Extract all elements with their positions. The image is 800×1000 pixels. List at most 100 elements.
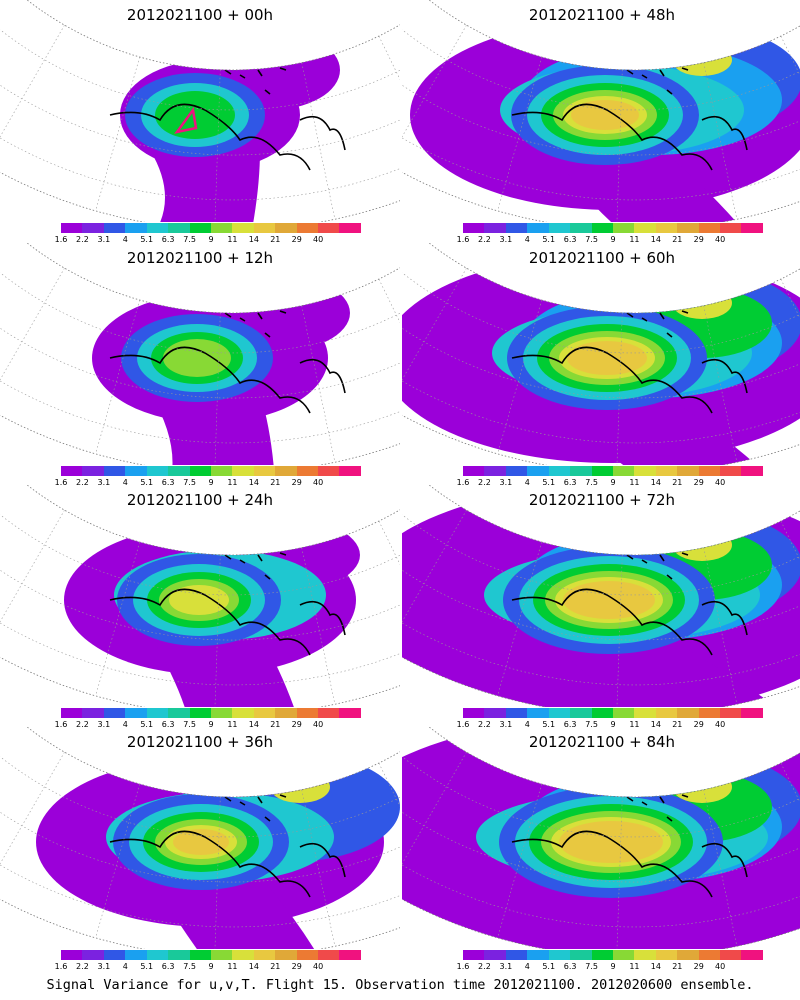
colorbar-swatch: [677, 466, 699, 476]
colorbar-swatch: [463, 223, 485, 233]
colorbar-swatch: [463, 950, 485, 960]
colorbar-swatch: [741, 223, 763, 233]
colorbar-swatch: [484, 708, 506, 718]
colorbar-tick-label: 40: [313, 478, 324, 487]
colorbar-swatch: [61, 223, 83, 233]
colorbar-tick-label: 4: [524, 235, 530, 244]
colorbar-tick-label: 1.6: [54, 962, 68, 971]
colorbar-swatch: [146, 223, 169, 233]
colorbar-swatch: [698, 223, 721, 233]
colorbar-swatch: [339, 950, 361, 960]
colorbar-swatch: [570, 950, 592, 960]
colorbar-tick-label: 2.2: [478, 720, 491, 729]
colorbar-swatch: [146, 466, 169, 476]
colorbar-tick-label: 5.1: [542, 478, 556, 487]
colorbar: [61, 950, 361, 960]
colorbar-swatch: [548, 466, 571, 476]
panel-title: 2012021100 + 48h: [528, 6, 676, 24]
colorbar-tick-label: 14: [248, 962, 259, 971]
colorbar-swatch: [146, 950, 169, 960]
colorbar-swatch: [570, 223, 592, 233]
colorbar-swatch: [505, 708, 528, 718]
map-panel: 2012021100 + 72h 1.6 2.2 3.1 4 5.1 6.3 7.5 9 11 14…: [402, 485, 800, 730]
colorbar-tick-label: 3.1: [97, 235, 111, 244]
colorbar-tick-label: 4: [122, 478, 128, 487]
colorbar-tick-label: 4: [122, 962, 128, 971]
colorbar-swatch: [339, 466, 361, 476]
colorbar-swatch: [253, 223, 276, 233]
colorbar-swatch: [720, 223, 742, 233]
colorbar-tick-label: 21: [672, 962, 683, 971]
map-panel: 2012021100 + 60h 1.6 2.2 3.1 4 5.1 6.3 7.5 9 11 14…: [402, 243, 800, 488]
colorbar-swatch: [570, 708, 592, 718]
colorbar-swatch: [339, 223, 361, 233]
colorbar-tick-label: 2.2: [478, 235, 491, 244]
colorbar-swatch: [505, 466, 528, 476]
colorbar-swatch: [103, 223, 126, 233]
colorbar-tick-label: 14: [650, 720, 661, 729]
colorbar-swatch: [210, 466, 233, 476]
variance-map: [0, 0, 400, 222]
colorbar-swatch: [82, 950, 104, 960]
colorbar-tick-label: 21: [672, 478, 683, 487]
colorbar-swatch: [189, 708, 211, 718]
colorbar-tick-label: 40: [715, 235, 726, 244]
colorbar-tick-label: 6.3: [563, 478, 577, 487]
colorbar-tick-label: 6.3: [161, 235, 175, 244]
variance-map: [0, 485, 400, 707]
colorbar-tick-label: 7.5: [183, 235, 196, 244]
colorbar-swatch: [634, 708, 656, 718]
colorbar-tick-label: 9: [610, 478, 616, 487]
colorbar-tick-label: 40: [715, 720, 726, 729]
colorbar-swatch: [463, 466, 485, 476]
colorbar-tick-label: 2.2: [76, 962, 89, 971]
colorbar-swatch: [634, 466, 656, 476]
colorbar-swatch: [232, 223, 254, 233]
colorbar-ticks: 1.6 2.2 3.1 4 5.1 6.3 7.5 9 11 14 21 29 40: [457, 720, 763, 732]
colorbar-swatch: [720, 466, 742, 476]
map-panel: 2012021100 + 84h 1.6 2.2 3.1 4 5.1 6.3 7.5 9 11 14…: [402, 727, 800, 972]
colorbar-tick-label: 3.1: [97, 478, 111, 487]
colorbar-swatch: [103, 708, 126, 718]
colorbar-swatch: [720, 708, 742, 718]
colorbar-tick-label: 2.2: [76, 478, 89, 487]
colorbar-tick-label: 4: [524, 478, 530, 487]
colorbar-swatch: [125, 223, 147, 233]
colorbar-swatch: [591, 950, 613, 960]
colorbar-tick-label: 9: [208, 962, 214, 971]
colorbar-tick-label: 1.6: [54, 720, 68, 729]
colorbar-swatch: [296, 466, 319, 476]
colorbar-tick-label: 21: [672, 235, 683, 244]
colorbar-tick-label: 6.3: [161, 720, 175, 729]
panel-title: 2012021100 + 84h: [528, 733, 676, 751]
colorbar: [463, 950, 763, 960]
colorbar-swatch: [232, 708, 254, 718]
colorbar-swatch: [634, 223, 656, 233]
colorbar-swatch: [677, 708, 699, 718]
colorbar-tick-label: 29: [291, 720, 302, 729]
colorbar-ticks: 1.6 2.2 3.1 4 5.1 6.3 7.5 9 11 14 21 29 40: [55, 235, 361, 247]
variance-map: [402, 485, 800, 707]
colorbar-tick-label: 40: [715, 478, 726, 487]
variance-map: [402, 243, 800, 465]
figure-caption: Signal Variance for u,v,T. Flight 15. Ob…: [46, 977, 754, 993]
colorbar-swatch: [484, 223, 506, 233]
colorbar-swatch: [103, 466, 126, 476]
colorbar-tick-label: 3.1: [499, 478, 513, 487]
colorbar-tick-label: 21: [270, 478, 281, 487]
variance-map: [0, 727, 400, 949]
colorbar-swatch: [612, 708, 635, 718]
colorbar-tick-label: 21: [270, 962, 281, 971]
colorbar-tick-label: 2.2: [76, 235, 89, 244]
colorbar-swatch: [189, 950, 211, 960]
colorbar-swatch: [61, 466, 83, 476]
colorbar-swatch: [318, 466, 340, 476]
colorbar-swatch: [232, 950, 254, 960]
colorbar-swatch: [698, 466, 721, 476]
colorbar-tick-label: 21: [270, 720, 281, 729]
colorbar-tick-label: 7.5: [183, 962, 196, 971]
panel-title: 2012021100 + 60h: [528, 249, 676, 267]
colorbar-tick-label: 7.5: [585, 720, 598, 729]
colorbar-swatch: [61, 708, 83, 718]
colorbar-swatch: [189, 223, 211, 233]
